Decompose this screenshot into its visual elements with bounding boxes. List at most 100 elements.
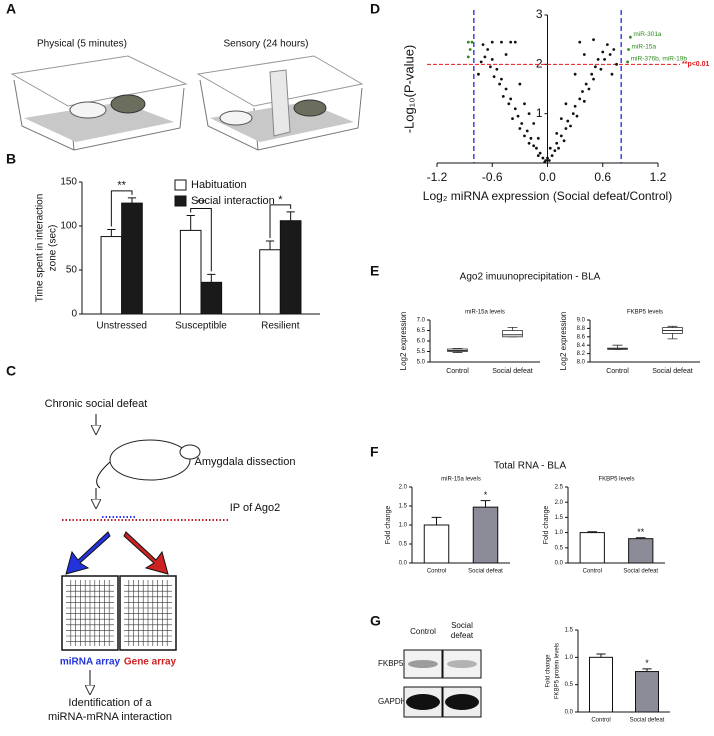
panel-heading: Ago2 imuunoprecipitation - BLA <box>460 272 601 283</box>
point <box>501 95 505 98</box>
y-tick-label: 0.0 <box>399 561 408 567</box>
y-tick-label: 100 <box>60 221 77 232</box>
point <box>550 154 554 158</box>
point <box>495 67 499 71</box>
point <box>541 156 545 160</box>
point <box>527 112 531 116</box>
point <box>490 40 494 44</box>
panel-heading: Total RNA - BLA <box>494 461 567 472</box>
point <box>513 107 517 111</box>
blot-column: Social <box>451 621 473 630</box>
point <box>599 67 603 71</box>
y-tick-label: 0.5 <box>399 542 408 548</box>
threshold-label: **p<0.01 <box>682 61 710 68</box>
point <box>548 146 552 150</box>
error-bar <box>431 516 442 525</box>
point <box>555 141 559 145</box>
error-bar <box>265 240 275 250</box>
significance: ** <box>117 180 126 192</box>
y-axis-label: FKBP5 protein levels <box>555 643 561 699</box>
point <box>573 72 577 76</box>
point <box>564 127 568 130</box>
y-axis-label: Fold change <box>385 506 392 545</box>
error-bar <box>186 214 195 231</box>
error-bar <box>207 273 216 283</box>
y-axis-label: Log2 expression <box>399 312 408 371</box>
x-tick-label: -1.2 <box>427 170 448 184</box>
point <box>509 97 513 101</box>
panel-label: D <box>370 1 380 17</box>
chart-title: FKBP5 levels <box>627 310 663 316</box>
significance-bracket <box>190 207 212 272</box>
point <box>535 146 538 150</box>
x-tick-label: Unstressed <box>96 321 147 332</box>
error-bar <box>286 211 295 221</box>
point <box>592 38 595 42</box>
point <box>569 124 572 128</box>
legend-label: Social interaction <box>191 195 275 207</box>
x-tick-label: Social defeat <box>630 718 665 724</box>
point <box>466 40 470 44</box>
point <box>610 72 614 76</box>
bar <box>279 220 302 315</box>
point <box>578 40 582 44</box>
point <box>483 55 487 59</box>
y-tick-label: 6.0 <box>417 339 426 345</box>
point <box>523 134 526 138</box>
y-tick-label: 0 <box>71 309 77 320</box>
y-tick-label: 150 <box>60 177 77 188</box>
y-tick-label: 2.5 <box>555 485 564 491</box>
point <box>532 122 536 125</box>
point <box>575 114 579 118</box>
bar <box>423 524 450 564</box>
x-tick-label: Control <box>446 368 469 375</box>
point <box>498 82 502 86</box>
y-tick-label: 5.0 <box>417 360 426 366</box>
bar <box>179 229 202 315</box>
significance: * <box>278 194 283 206</box>
point <box>628 35 632 39</box>
legend-label: Habituation <box>191 179 247 191</box>
point <box>546 156 549 160</box>
point <box>590 72 594 76</box>
significance: ** <box>637 527 645 537</box>
panel-label: A <box>6 1 16 17</box>
significance: * <box>645 658 649 668</box>
y-tick-label: 1.5 <box>555 515 564 521</box>
point <box>516 114 520 118</box>
x-tick-label: Control <box>427 569 446 575</box>
y-axis-label: Fold change <box>546 654 552 688</box>
point <box>612 48 616 51</box>
point <box>509 40 513 44</box>
error-bar <box>642 668 652 672</box>
point <box>513 40 517 44</box>
workflow-diagram: Chronic social defeat Amygdala dissectio… <box>45 398 296 723</box>
x-tick-label: Susceptible <box>175 321 227 332</box>
point <box>523 102 526 106</box>
legend-swatch <box>174 179 187 191</box>
y-tick-label: 8.2 <box>577 351 586 357</box>
panel-label: B <box>6 151 16 167</box>
point <box>468 48 472 51</box>
error-bar <box>480 500 491 508</box>
point <box>582 53 586 56</box>
point <box>571 112 575 116</box>
point <box>566 119 570 123</box>
x-tick-label: 0.6 <box>594 170 611 184</box>
bar <box>472 506 499 564</box>
arrow <box>65 531 111 575</box>
point <box>562 139 566 143</box>
x-tick-label: Social defeat <box>468 569 503 575</box>
x-axis-label: Log₂ miRNA expression (Social defeat/Con… <box>423 189 672 203</box>
point <box>584 82 588 86</box>
point <box>490 58 494 61</box>
y-tick-label: 8.4 <box>577 343 586 349</box>
chart-title: miR-15a levels <box>465 310 505 316</box>
y-tick-label: 5.5 <box>417 349 426 355</box>
array-grid-lines <box>66 580 172 646</box>
point <box>504 87 508 91</box>
error-bar <box>587 531 598 533</box>
significance-bracket <box>269 204 292 238</box>
step-label: Gene array <box>124 657 177 668</box>
point-label: miR-376b, miR-19b <box>631 56 688 63</box>
